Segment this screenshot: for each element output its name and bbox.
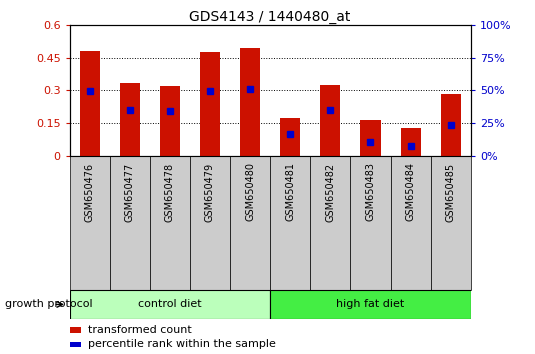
Bar: [120, 82, 140, 156]
Bar: [200, 52, 220, 156]
Bar: [70, 290, 270, 319]
Text: GSM650481: GSM650481: [285, 162, 295, 222]
Bar: [230, 156, 270, 290]
Text: control diet: control diet: [138, 299, 202, 309]
Title: GDS4143 / 1440480_at: GDS4143 / 1440480_at: [189, 10, 351, 24]
Bar: [280, 118, 300, 156]
Bar: [350, 156, 391, 290]
Text: GSM650485: GSM650485: [446, 162, 456, 222]
Text: GSM650478: GSM650478: [165, 162, 175, 222]
Bar: [70, 342, 81, 347]
Text: high fat diet: high fat diet: [337, 299, 404, 309]
Text: GSM650479: GSM650479: [205, 162, 215, 222]
Text: GSM650477: GSM650477: [125, 162, 135, 222]
Text: transformed count: transformed count: [88, 325, 192, 335]
Text: GSM650480: GSM650480: [245, 162, 255, 222]
Bar: [270, 290, 471, 319]
Text: GSM650476: GSM650476: [85, 162, 95, 222]
Text: percentile rank within the sample: percentile rank within the sample: [88, 339, 276, 349]
Bar: [431, 156, 471, 290]
Bar: [190, 156, 230, 290]
Text: GSM650484: GSM650484: [406, 162, 416, 222]
Text: GSM650482: GSM650482: [325, 162, 335, 222]
Bar: [150, 156, 190, 290]
Bar: [80, 51, 100, 156]
Bar: [310, 156, 350, 290]
Bar: [391, 156, 431, 290]
Bar: [70, 156, 110, 290]
Text: growth protocol: growth protocol: [5, 299, 93, 309]
Bar: [320, 85, 340, 156]
Bar: [401, 129, 421, 156]
Bar: [160, 86, 180, 156]
Bar: [240, 48, 260, 156]
Bar: [70, 327, 81, 333]
Text: GSM650483: GSM650483: [365, 162, 376, 222]
Bar: [361, 120, 380, 156]
Bar: [110, 156, 150, 290]
Bar: [270, 156, 310, 290]
Bar: [441, 93, 461, 156]
